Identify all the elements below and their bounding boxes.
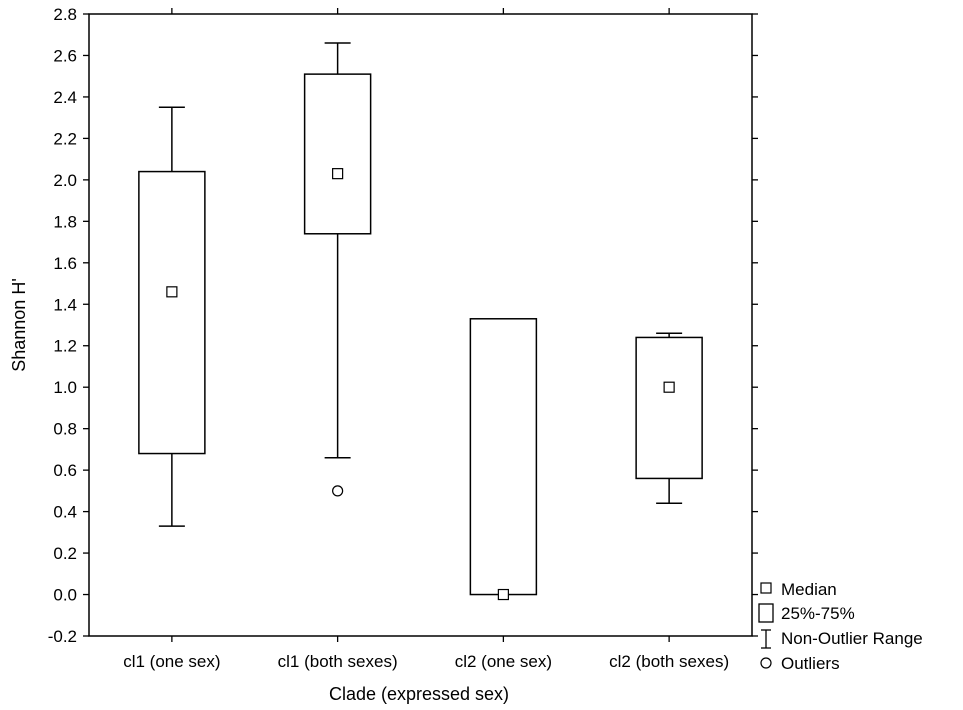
y-tick-label: 2.8 <box>53 5 77 24</box>
legend: Median 25%-75% Non-Outlier Range Outliers <box>758 580 923 673</box>
y-tick-label: 1.8 <box>53 212 77 231</box>
legend-outlier-icon <box>760 657 772 669</box>
legend-label: Non-Outlier Range <box>781 629 923 648</box>
median-marker <box>663 381 675 393</box>
median-marker <box>332 168 344 180</box>
x-tick-label: cl1 (both sexes) <box>278 652 398 671</box>
legend-label: Median <box>781 580 837 599</box>
y-tick-label: 0.4 <box>53 503 77 522</box>
y-axis-title: Shannon H' <box>9 278 29 372</box>
y-tick-label: 0.8 <box>53 420 77 439</box>
outlier-point <box>332 485 344 497</box>
y-tick-label: 1.0 <box>53 378 77 397</box>
y-tick-label: 0.2 <box>53 544 77 563</box>
box-group <box>138 106 206 527</box>
y-tick-label: 1.4 <box>53 295 77 314</box>
iqr-box <box>635 336 703 480</box>
median-marker <box>497 588 509 601</box>
y-tick-label: 1.6 <box>53 254 77 273</box>
y-tick-label: 1.2 <box>53 337 77 356</box>
x-tick-label: cl2 (one sex) <box>455 652 552 671</box>
iqr-box <box>138 170 206 455</box>
median-marker <box>166 286 178 298</box>
boxes-layer <box>138 42 703 601</box>
y-tick-label: 2.2 <box>53 129 77 148</box>
y-tick-label: 0.0 <box>53 586 77 605</box>
iqr-box <box>303 73 372 235</box>
box-group <box>469 318 538 601</box>
y-tick-label: 2.6 <box>53 46 77 65</box>
y-tick-label: 0.6 <box>53 461 77 480</box>
y-tick-label: 2.0 <box>53 171 77 190</box>
x-axis: cl1 (one sex) cl1 (both sexes) cl2 (one se… <box>123 8 729 671</box>
x-axis-title: Clade (expressed sex) <box>329 684 509 704</box>
x-tick-label: cl1 (one sex) <box>123 652 220 671</box>
plot-frame <box>88 13 753 637</box>
x-tick-label: cl2 (both sexes) <box>609 652 729 671</box>
legend-label: Outliers <box>781 654 840 673</box>
iqr-box <box>469 318 538 596</box>
legend-median-icon <box>760 582 772 594</box>
y-tick-label: -0.2 <box>48 627 77 646</box>
y-tick-label: 2.4 <box>53 88 77 107</box>
legend-box-icon <box>758 603 774 623</box>
box-group <box>635 332 703 505</box>
y-axis: -0.2 0.0 0.2 0.4 0.6 0.8 1.0 1.2 1.4 1.6 1.8 2.0 2.2… <box>48 5 758 646</box>
legend-label: 25%-75% <box>781 604 855 623</box>
box-group <box>303 42 372 497</box>
